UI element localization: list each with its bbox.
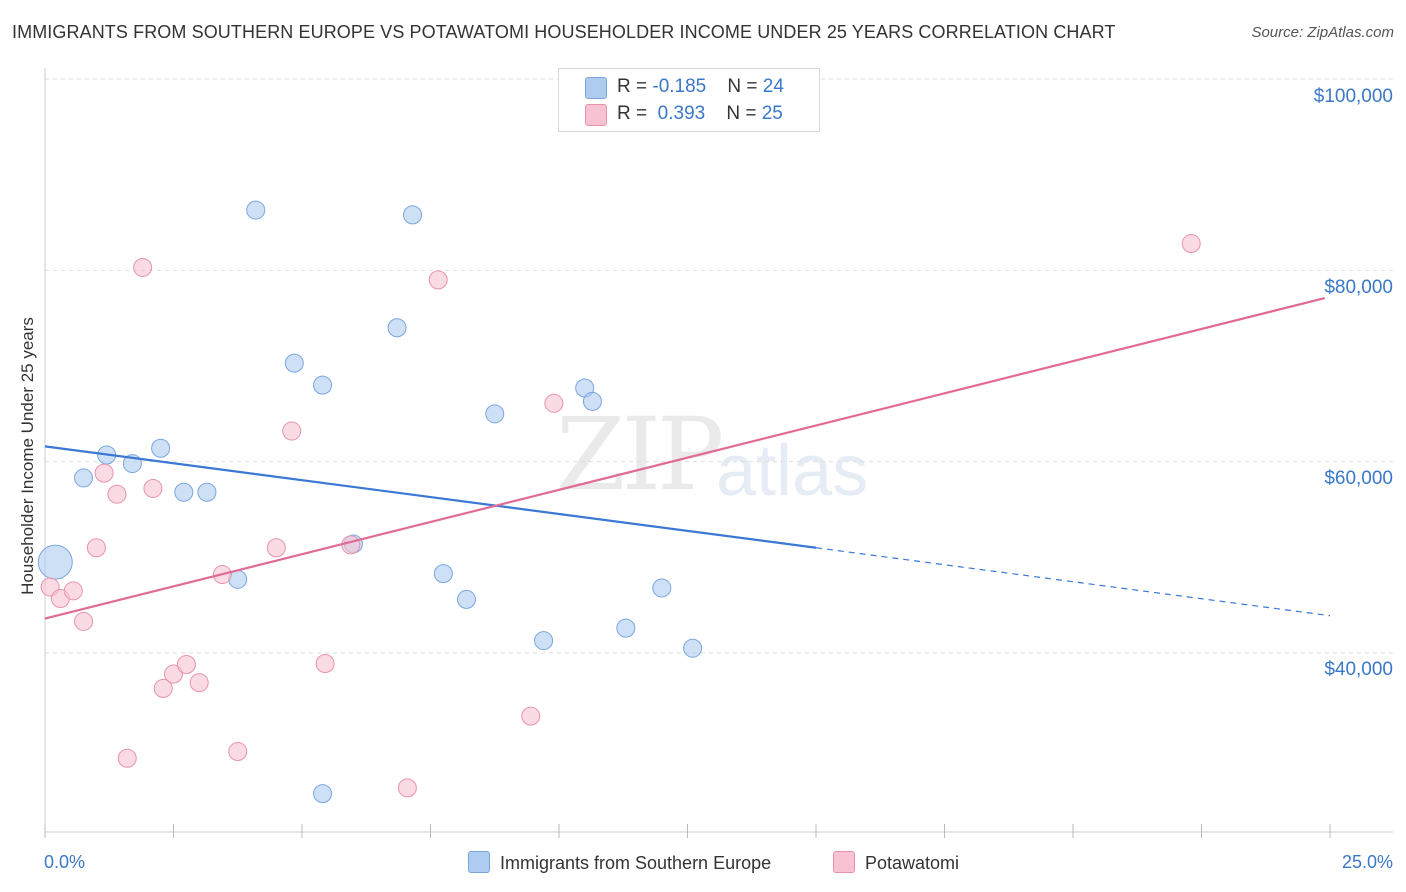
source-label: Source: ZipAtlas.com (1251, 24, 1394, 41)
pink-data-point (143, 478, 163, 498)
pink-data-point (176, 654, 196, 674)
y-tick-label-40000: $40,000 (1324, 659, 1393, 680)
blue-data-point (433, 564, 453, 584)
blue-data-point (151, 438, 171, 458)
blue-trend-line (44, 445, 817, 549)
pink-swatch (833, 851, 855, 873)
pink-data-point (544, 393, 564, 413)
blue-data-point (456, 589, 476, 609)
blue-data-point (313, 784, 333, 804)
pink-trend-line (44, 297, 1326, 620)
blue-data-point (246, 200, 266, 220)
bottom-legend-pink: Potawatomi (833, 851, 959, 874)
legend-n-value: 24 (762, 76, 784, 97)
blue-data-point (652, 578, 672, 598)
pink-data-point (428, 270, 448, 290)
blue-data-point (313, 375, 333, 395)
pink-data-point (315, 654, 335, 674)
blue-data-point (683, 638, 703, 658)
legend-r-value: 0.393 (652, 103, 706, 124)
pink-data-point (164, 664, 183, 684)
pink-data-point (521, 706, 541, 726)
pink-data-point (133, 257, 153, 277)
legend-r-label: R = (617, 103, 653, 124)
blue-data-point (74, 468, 94, 488)
blue-data-point (284, 353, 304, 373)
blue-data-point (616, 618, 636, 638)
correlation-legend: R = -0.185 N = 24 R = 0.393 N = 25 (558, 68, 820, 132)
blue-data-point (387, 318, 407, 338)
legend-n-value: 25 (761, 103, 783, 124)
blue-trend-extension (815, 547, 1331, 617)
pink-data-point (1181, 234, 1201, 254)
y-tick-label-60000: $60,000 (1324, 468, 1393, 489)
legend-n-label: N = (726, 103, 762, 124)
pink-data-point (266, 538, 286, 558)
pink-data-point (63, 581, 83, 601)
x-tick-label-min: 0.0% (44, 852, 86, 872)
pink-data-point (107, 484, 127, 504)
pink-data-point (86, 538, 106, 558)
blue-data-point (197, 482, 217, 502)
pink-data-point (341, 535, 361, 555)
bottom-legend-label: Potawatomi (865, 853, 960, 873)
bottom-legend-blue: Immigrants from Southern Europe (468, 851, 771, 874)
legend-r-label: R = (617, 76, 653, 97)
chart-title: IMMIGRANTS FROM SOUTHERN EUROPE VS POTAW… (12, 22, 1116, 42)
blue-data-point (37, 544, 73, 580)
pink-data-point (94, 463, 114, 483)
legend-n-label: N = (727, 76, 763, 97)
bottom-legend-label: Immigrants from Southern Europe (500, 853, 772, 873)
pink-data-point (282, 421, 302, 441)
legend-r-value: -0.185 (652, 76, 707, 97)
y-tick-label-100000: $100,000 (1313, 86, 1393, 107)
y-tick-label-80000: $80,000 (1324, 277, 1393, 298)
y-axis-label: Householder Income Under 25 years (18, 317, 37, 595)
blue-swatch (585, 77, 607, 99)
blue-data-point (174, 482, 194, 502)
blue-swatch (468, 851, 490, 873)
blue-data-point (485, 404, 505, 424)
pink-data-point (397, 778, 417, 798)
pink-data-point (117, 748, 137, 768)
pink-data-point (189, 673, 209, 693)
x-tick-label-max: 25.0% (1341, 852, 1393, 872)
pink-swatch (585, 104, 607, 126)
pink-data-point (74, 611, 94, 631)
pink-data-point (153, 678, 173, 698)
blue-data-point (534, 631, 554, 651)
blue-data-point (403, 205, 423, 225)
blue-data-point (582, 391, 602, 411)
pink-data-point (228, 742, 248, 762)
